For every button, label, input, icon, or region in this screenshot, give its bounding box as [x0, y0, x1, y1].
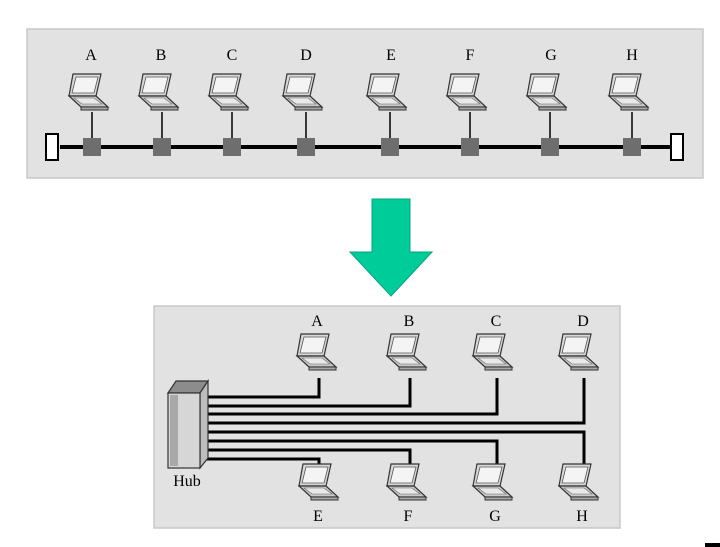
hub-label: Hub	[173, 473, 201, 490]
star-node-label: A	[311, 313, 323, 330]
bus-tap-c	[223, 138, 241, 156]
star-node-f: F	[386, 463, 427, 525]
bus-node-label: H	[626, 47, 638, 64]
bus-node-b: B	[138, 47, 179, 156]
star-node-e: E	[298, 463, 339, 525]
bus-tap-b	[153, 138, 171, 156]
star-node-label: E	[313, 508, 323, 525]
bus-tap-g	[541, 138, 559, 156]
bus-node-label: F	[466, 47, 475, 64]
star-panel-background	[153, 305, 621, 529]
corner-bar	[705, 543, 720, 547]
bus-node-label: C	[227, 47, 238, 64]
cable-d	[206, 378, 586, 425]
hub-icon	[166, 379, 210, 470]
bus-node-label: B	[156, 47, 167, 64]
cable-e	[206, 457, 321, 465]
star-node-a: A	[296, 313, 337, 371]
star-node-c: C	[472, 313, 513, 371]
bus-node-c: C	[208, 47, 249, 156]
star-node-label: H	[576, 508, 588, 525]
bus-tap-f	[461, 138, 479, 156]
bus-tap-a	[83, 138, 101, 156]
star-node-label: D	[577, 313, 589, 330]
bus-terminator-right	[670, 133, 684, 161]
star-node-b: B	[386, 313, 427, 371]
bus-panel-background	[26, 28, 704, 179]
star-node-label: G	[489, 508, 501, 525]
bus-node-h: H	[608, 47, 649, 156]
bus-node-g: G	[526, 47, 567, 156]
star-node-g: G	[472, 463, 513, 525]
cable-g	[206, 439, 499, 465]
bus-node-d: D	[282, 47, 323, 156]
cable-b	[206, 378, 412, 408]
cable-a	[206, 378, 321, 399]
bus-node-label: D	[300, 47, 312, 64]
bus-node-label: G	[545, 47, 557, 64]
bus-node-e: E	[366, 47, 407, 156]
star-node-label: B	[404, 313, 415, 330]
bus-topology-panel: A B C D E	[26, 28, 704, 179]
cable-f	[206, 448, 412, 465]
star-topology-panel: Hub A B C D E F G	[153, 305, 621, 529]
bus-tap-h	[623, 138, 641, 156]
star-node-d: D	[558, 313, 599, 371]
bus-tap-d	[297, 138, 315, 156]
hub-cables	[206, 378, 586, 465]
down-arrow-icon	[348, 198, 434, 297]
bus-terminator-left	[45, 133, 59, 161]
bus-node-f: F	[446, 47, 487, 156]
bus-tap-e	[381, 138, 399, 156]
bus-node-a: A	[68, 47, 109, 156]
star-node-label: C	[491, 313, 502, 330]
cable-c	[206, 378, 499, 416]
cable-h	[206, 430, 586, 465]
star-node-label: F	[404, 508, 413, 525]
star-node-h: H	[558, 463, 599, 525]
bus-node-label: A	[85, 47, 97, 64]
bus-node-label: E	[386, 47, 396, 64]
